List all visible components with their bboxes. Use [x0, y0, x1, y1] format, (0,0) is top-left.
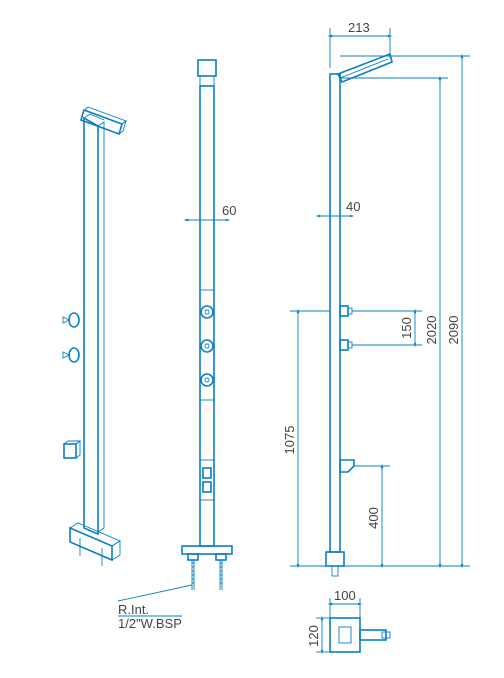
isometric-view: [63, 107, 126, 566]
dim-150: 150: [399, 317, 414, 339]
front-view: 60: [182, 60, 236, 590]
technical-drawing: 60: [0, 0, 504, 678]
dim-60: 60: [222, 203, 236, 218]
dim-40: 40: [346, 199, 360, 214]
thread-label-1: R.Int.: [118, 602, 149, 617]
side-view: 213 40: [282, 20, 470, 576]
dim-2020: 2020: [424, 316, 439, 345]
dim-2090: 2090: [446, 316, 461, 345]
dim-400: 400: [366, 507, 381, 529]
dim-1075: 1075: [282, 426, 297, 455]
thread-label-2: 1/2"W.BSP: [118, 616, 182, 631]
dim-100: 100: [334, 588, 356, 603]
thread-annotation: R.Int. 1/2"W.BSP: [118, 585, 192, 631]
dim-120: 120: [306, 625, 321, 647]
base-plan-view: 100 120: [306, 588, 390, 652]
dim-213: 213: [348, 20, 370, 35]
